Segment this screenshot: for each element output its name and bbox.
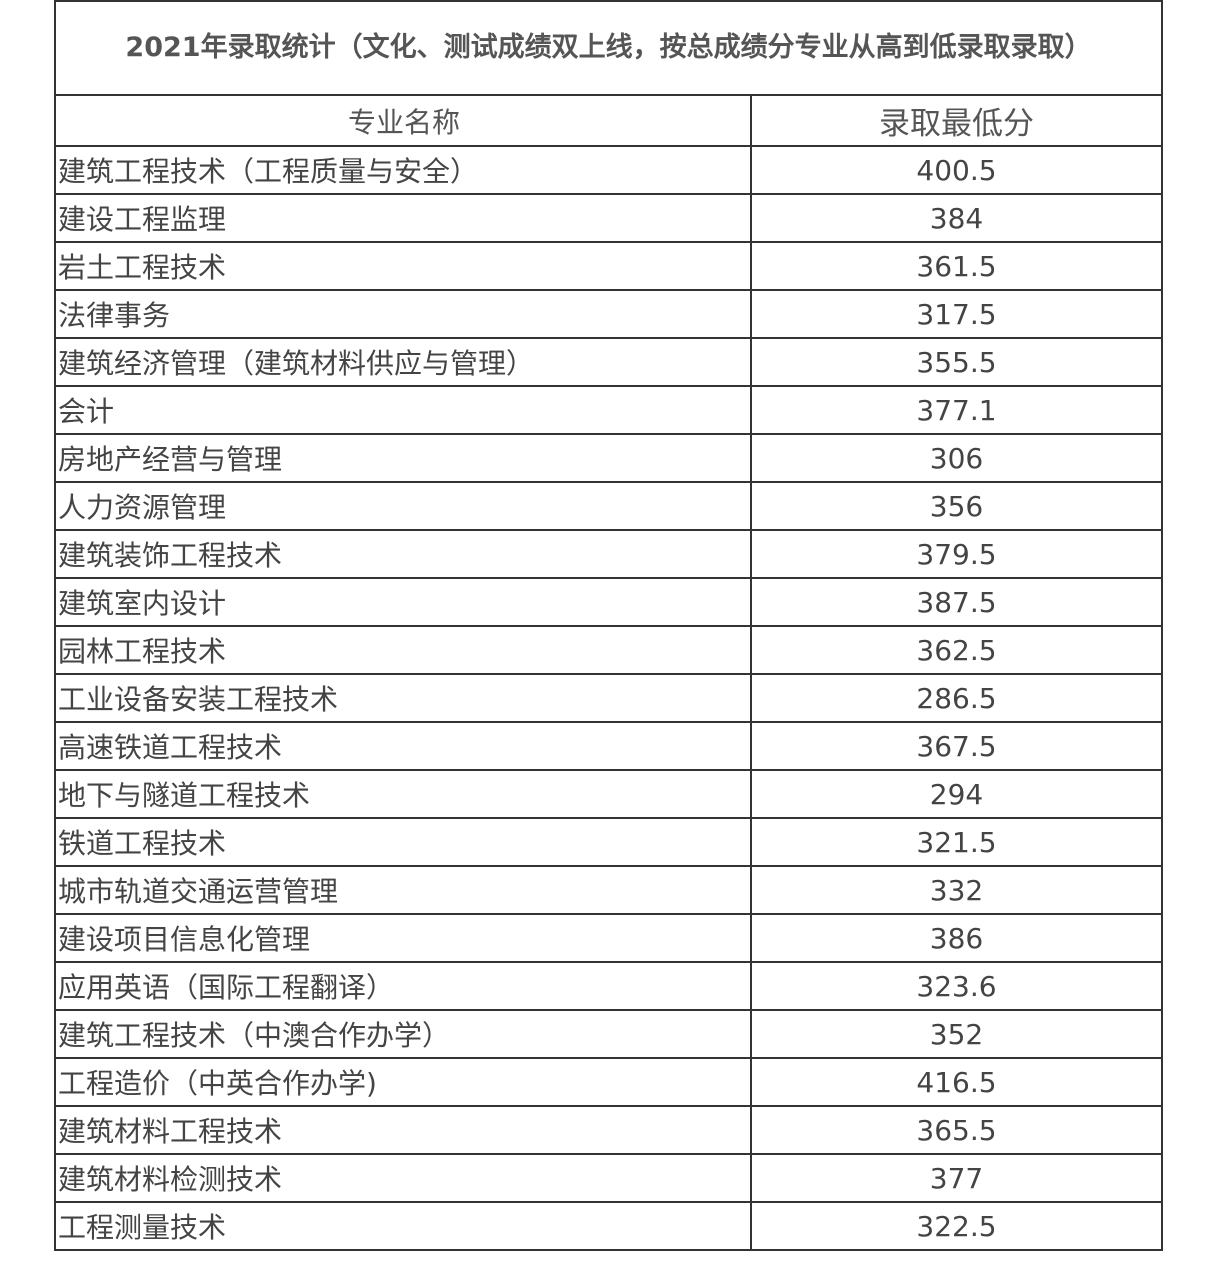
table-row: 人力资源管理 356	[54, 481, 1163, 531]
table-row: 建筑材料检测技术 377	[54, 1153, 1163, 1203]
min-score: 362.5	[750, 625, 1163, 675]
table-row: 城市轨道交通运营管理 332	[54, 865, 1163, 915]
min-score: 323.6	[750, 961, 1163, 1011]
major-name: 园林工程技术	[54, 625, 752, 675]
min-score: 286.5	[750, 673, 1163, 723]
min-score: 317.5	[750, 289, 1163, 339]
major-name: 工程造价（中英合作办学)	[54, 1057, 752, 1107]
major-name: 建筑装饰工程技术	[54, 529, 752, 579]
major-name: 高速铁道工程技术	[54, 721, 752, 771]
major-name: 法律事务	[54, 289, 752, 339]
major-name: 岩土工程技术	[54, 241, 752, 291]
major-name: 城市轨道交通运营管理	[54, 865, 752, 915]
min-score: 352	[750, 1009, 1163, 1059]
major-name: 建筑材料检测技术	[54, 1153, 752, 1203]
title-row: 2021年录取统计（文化、测试成绩双上线，按总成绩分专业从高到低录取录取）	[54, 0, 1163, 96]
min-score: 306	[750, 433, 1163, 483]
min-score: 356	[750, 481, 1163, 531]
major-name: 建筑室内设计	[54, 577, 752, 627]
major-name: 工业设备安装工程技术	[54, 673, 752, 723]
table-row: 应用英语（国际工程翻译） 323.6	[54, 961, 1163, 1011]
major-name: 应用英语（国际工程翻译）	[54, 961, 752, 1011]
table-title: 2021年录取统计（文化、测试成绩双上线，按总成绩分专业从高到低录取录取）	[54, 0, 1163, 96]
major-name: 建筑材料工程技术	[54, 1105, 752, 1155]
table-row: 建筑室内设计 387.5	[54, 577, 1163, 627]
min-score: 367.5	[750, 721, 1163, 771]
major-name: 铁道工程技术	[54, 817, 752, 867]
table-row: 房地产经营与管理 306	[54, 433, 1163, 483]
table-row: 建设项目信息化管理 386	[54, 913, 1163, 963]
header-row: 专业名称 录取最低分	[54, 94, 1163, 147]
major-name: 人力资源管理	[54, 481, 752, 531]
table-row: 工业设备安装工程技术 286.5	[54, 673, 1163, 723]
major-name: 建筑经济管理（建筑材料供应与管理）	[54, 337, 752, 387]
table-row: 铁道工程技术 321.5	[54, 817, 1163, 867]
min-score: 416.5	[750, 1057, 1163, 1107]
min-score: 322.5	[750, 1201, 1163, 1251]
table-row: 地下与隧道工程技术 294	[54, 769, 1163, 819]
min-score: 377	[750, 1153, 1163, 1203]
major-name: 建设项目信息化管理	[54, 913, 752, 963]
major-name: 会计	[54, 385, 752, 435]
major-name: 房地产经营与管理	[54, 433, 752, 483]
min-score: 400.5	[750, 145, 1163, 195]
table-row: 建筑工程技术（中澳合作办学） 352	[54, 1009, 1163, 1059]
min-score: 377.1	[750, 385, 1163, 435]
table-row: 岩土工程技术 361.5	[54, 241, 1163, 291]
table-row: 法律事务 317.5	[54, 289, 1163, 339]
min-score: 387.5	[750, 577, 1163, 627]
min-score: 365.5	[750, 1105, 1163, 1155]
table-row: 会计 377.1	[54, 385, 1163, 435]
table-row: 工程测量技术 322.5	[54, 1201, 1163, 1251]
major-name: 工程测量技术	[54, 1201, 752, 1251]
min-score: 321.5	[750, 817, 1163, 867]
min-score: 379.5	[750, 529, 1163, 579]
admission-table: 2021年录取统计（文化、测试成绩双上线，按总成绩分专业从高到低录取录取） 专业…	[54, 0, 1163, 1251]
min-score: 332	[750, 865, 1163, 915]
major-name: 地下与隧道工程技术	[54, 769, 752, 819]
major-name: 建筑工程技术（工程质量与安全）	[54, 145, 752, 195]
table-row: 建筑工程技术（工程质量与安全） 400.5	[54, 145, 1163, 195]
major-name: 建筑工程技术（中澳合作办学）	[54, 1009, 752, 1059]
min-score: 355.5	[750, 337, 1163, 387]
table-row: 建筑装饰工程技术 379.5	[54, 529, 1163, 579]
table-row: 建筑材料工程技术 365.5	[54, 1105, 1163, 1155]
table-row: 工程造价（中英合作办学) 416.5	[54, 1057, 1163, 1107]
header-min-score: 录取最低分	[750, 94, 1163, 147]
min-score: 361.5	[750, 241, 1163, 291]
major-name: 建设工程监理	[54, 193, 752, 243]
table-row: 高速铁道工程技术 367.5	[54, 721, 1163, 771]
min-score: 384	[750, 193, 1163, 243]
min-score: 294	[750, 769, 1163, 819]
min-score: 386	[750, 913, 1163, 963]
table-row: 建筑经济管理（建筑材料供应与管理） 355.5	[54, 337, 1163, 387]
header-major-name: 专业名称	[54, 94, 752, 147]
table-row: 建设工程监理 384	[54, 193, 1163, 243]
table-row: 园林工程技术 362.5	[54, 625, 1163, 675]
